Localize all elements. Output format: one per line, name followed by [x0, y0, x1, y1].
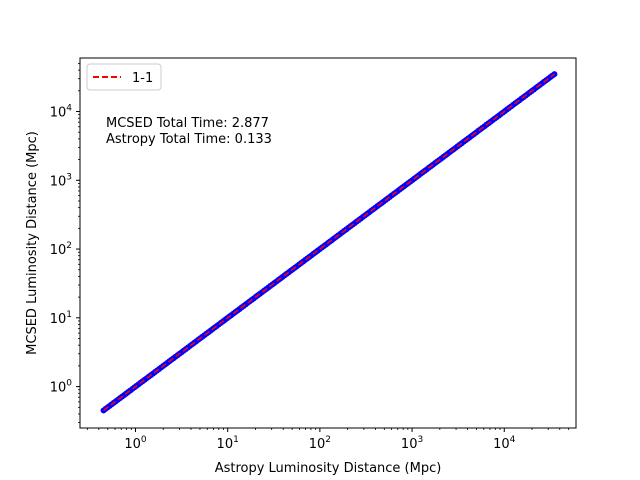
plot-area	[100, 71, 558, 414]
x-tick-label: 100	[124, 435, 147, 452]
y-tick-label: 101	[50, 310, 72, 327]
legend: 1-1	[86, 63, 162, 91]
y-tick-label: 104	[50, 104, 73, 121]
y-tick-label: 102	[50, 241, 72, 258]
axes-frame	[79, 57, 577, 429]
annotation-astropy-time: Astropy Total Time: 0.133	[106, 132, 272, 147]
x-tick-label: 104	[493, 435, 516, 452]
x-tick-label: 103	[401, 435, 423, 452]
y-tick-label: 103	[50, 172, 72, 189]
legend-box	[86, 63, 162, 91]
x-tick-label: 102	[309, 435, 331, 452]
x-axis-label: Astropy Luminosity Distance (Mpc)	[215, 461, 442, 476]
y-axis-label: MCSED Luminosity Distance (Mpc)	[25, 131, 40, 355]
legend-entry-label: 1-1	[132, 71, 153, 86]
one-to-one-line	[103, 73, 555, 412]
y-tick-label: 100	[50, 379, 73, 396]
x-tick-label: 101	[217, 435, 239, 452]
annotation-mcsed-time: MCSED Total Time: 2.877	[106, 116, 269, 131]
